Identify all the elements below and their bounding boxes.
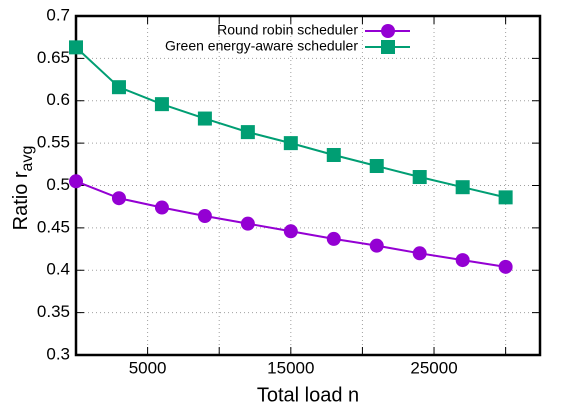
marker: [69, 40, 83, 55]
legend-marker: [381, 24, 395, 38]
series-line: [75, 46, 506, 199]
y-tick-label: 0.5: [46, 175, 70, 194]
marker: [326, 147, 341, 162]
marker: [240, 216, 255, 231]
marker: [154, 97, 169, 112]
y-axis-label: Ratio ravg: [10, 146, 36, 231]
marker: [197, 209, 212, 224]
x-tick-label: 5000: [129, 358, 167, 377]
marker: [154, 200, 169, 215]
y-tick-label: 0.6: [46, 90, 70, 109]
marker: [111, 191, 126, 206]
legend-label: Round robin scheduler: [217, 22, 358, 38]
marker: [111, 80, 126, 95]
marker: [455, 253, 470, 268]
marker: [455, 180, 470, 195]
marker: [326, 231, 341, 246]
y-tick-label: 0.7: [46, 5, 70, 24]
x-axis-label: Total load n: [257, 384, 359, 406]
y-tick-label: 0.35: [37, 302, 70, 321]
legend-label: Green energy-aware scheduler: [165, 38, 358, 54]
x-tick-label: 15000: [267, 358, 314, 377]
y-tick-label: 0.3: [46, 344, 70, 363]
marker: [283, 136, 298, 151]
marker: [498, 259, 513, 274]
marker: [240, 125, 255, 140]
marker: [283, 224, 298, 239]
y-tick-label: 0.55: [37, 133, 70, 152]
y-axis-label-main: Ratio r: [10, 171, 32, 230]
marker: [412, 246, 427, 261]
y-tick-label: 0.65: [37, 48, 70, 67]
y-axis-label-sub: avg: [19, 146, 36, 172]
x-tick-label: 25000: [410, 358, 457, 377]
y-tick-label: 0.4: [46, 260, 70, 279]
legend-marker: [381, 40, 395, 54]
y-tick-label: 0.45: [37, 217, 70, 236]
marker: [412, 170, 427, 185]
marker: [369, 238, 384, 253]
marker: [197, 111, 212, 126]
marker: [369, 159, 384, 174]
marker: [69, 174, 83, 189]
marker: [498, 190, 513, 205]
